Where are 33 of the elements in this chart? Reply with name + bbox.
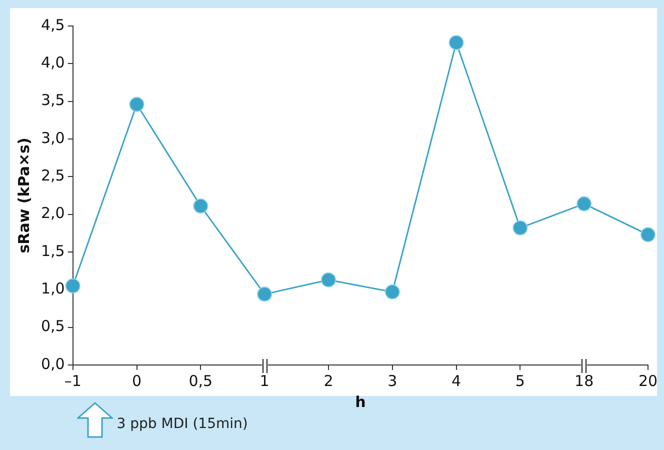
x-tick-label: 1: [260, 372, 270, 390]
x-tick-label: 5: [515, 372, 525, 390]
y-tick-label: 2,0: [40, 204, 65, 222]
y-tick-label: 3,0: [40, 128, 65, 147]
point: [448, 35, 464, 50]
x-tick-label: 2: [324, 372, 334, 390]
y-tick-label: 1,5: [40, 242, 65, 260]
x-tick-label: –1: [64, 372, 82, 390]
point: [193, 198, 208, 214]
point: [257, 286, 272, 302]
x-tick-label: 3: [388, 372, 398, 390]
y-tick-label: 4,5: [40, 16, 65, 34]
y-tick-label: 4,0: [40, 54, 65, 72]
point: [320, 272, 336, 288]
point: [576, 196, 592, 212]
y-tick-label: 0,5: [40, 317, 65, 336]
y-tick-label: 1,0: [40, 280, 65, 298]
y-tick-label: 2,5: [40, 166, 65, 185]
point: [384, 284, 400, 300]
y-tick-label: 3,5: [40, 91, 65, 110]
text: 3 ppb MDI (15min): [116, 416, 248, 432]
point: [65, 278, 80, 294]
x-tick-label: 0: [132, 372, 142, 390]
point: [640, 227, 656, 242]
point: [512, 220, 528, 236]
y-axis-title: sRaw (kPa×s): [14, 138, 33, 254]
point: [129, 96, 144, 112]
x-tick-label: 0,5: [188, 372, 213, 390]
x-axis-title: h: [355, 392, 366, 411]
x-tick-label: 20: [638, 372, 658, 390]
y-tick-label: 0,0: [40, 354, 65, 373]
x-tick-label: 18: [574, 372, 594, 390]
x-tick-label: 4: [452, 372, 462, 390]
